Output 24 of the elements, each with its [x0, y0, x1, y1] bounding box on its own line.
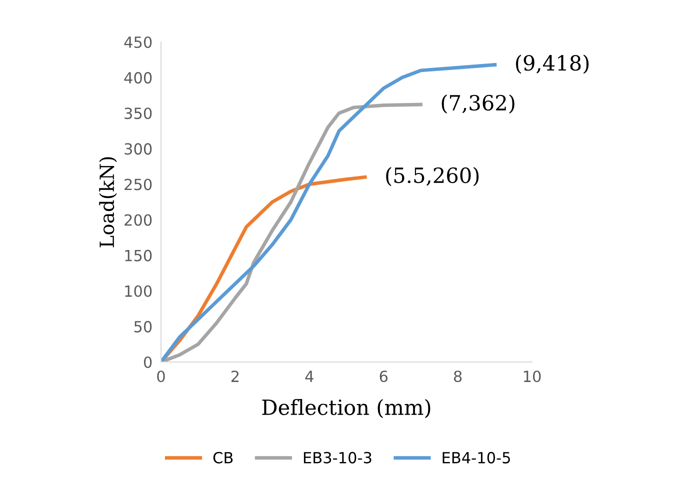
- x-axis-title: Deflection (mm): [262, 399, 430, 418]
- x-tick-label: 2: [231, 370, 239, 382]
- y-tick-label: 250: [124, 178, 152, 190]
- y-axis-title: Load(kN): [99, 157, 117, 248]
- y-tick-label: 0: [144, 356, 152, 368]
- y-tick-label: 150: [125, 250, 152, 262]
- annotation: (9,418): [516, 54, 589, 74]
- y-tick-label: 100: [125, 285, 152, 297]
- annotation: (5.5,260): [386, 167, 479, 186]
- legend-label: EB4-10-5: [442, 452, 510, 464]
- y-tick-label: 200: [124, 214, 152, 226]
- y-tick-label: 50: [134, 320, 152, 332]
- legend-label: CB: [213, 452, 233, 464]
- x-tick-label: 8: [454, 370, 462, 382]
- annotation: (7,362): [442, 94, 514, 114]
- y-tick-label: 400: [124, 72, 152, 84]
- x-tick-label: 4: [305, 370, 314, 382]
- y-tick-label: 350: [124, 108, 152, 120]
- x-tick-label: 0: [157, 370, 165, 382]
- y-tick-label: 450: [124, 36, 152, 48]
- legend-label: EB3-10-3: [304, 452, 372, 464]
- x-tick-label: 10: [524, 370, 541, 382]
- x-tick-label: 6: [380, 370, 388, 382]
- y-tick-label: 300: [124, 143, 152, 155]
